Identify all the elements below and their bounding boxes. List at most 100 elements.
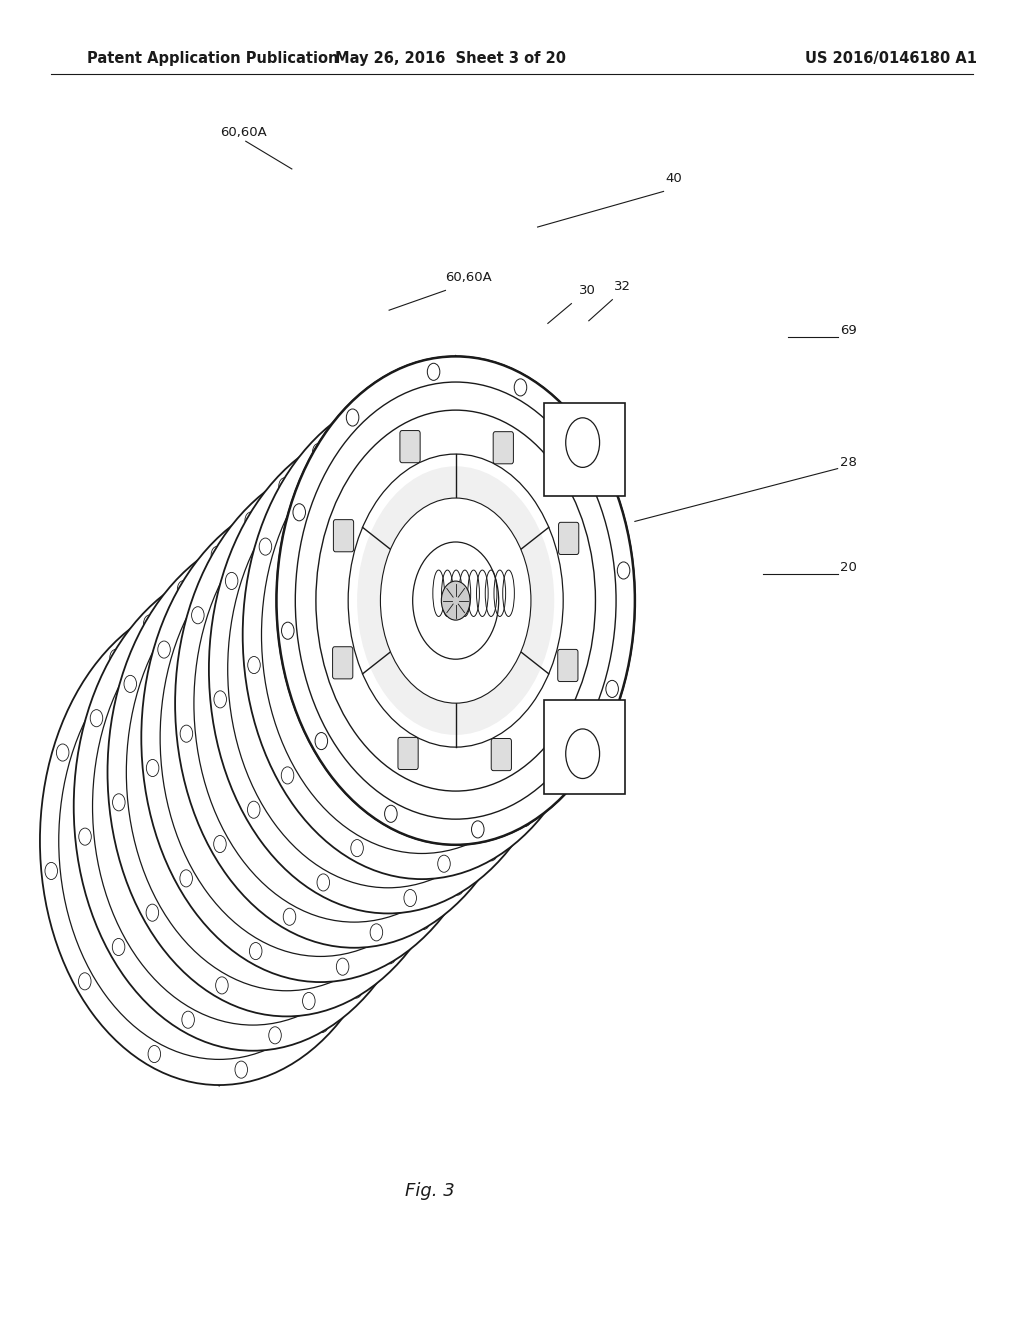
Ellipse shape bbox=[311, 585, 324, 602]
Ellipse shape bbox=[180, 725, 193, 742]
Ellipse shape bbox=[572, 714, 585, 731]
Ellipse shape bbox=[415, 768, 427, 785]
Ellipse shape bbox=[413, 482, 425, 499]
Ellipse shape bbox=[441, 581, 470, 620]
Ellipse shape bbox=[606, 680, 618, 697]
Ellipse shape bbox=[480, 413, 493, 430]
Ellipse shape bbox=[250, 942, 262, 960]
Ellipse shape bbox=[90, 710, 102, 727]
Ellipse shape bbox=[261, 416, 583, 854]
Ellipse shape bbox=[381, 657, 393, 675]
Ellipse shape bbox=[259, 539, 271, 556]
Ellipse shape bbox=[482, 554, 495, 572]
Ellipse shape bbox=[385, 805, 397, 822]
FancyBboxPatch shape bbox=[400, 430, 420, 463]
Ellipse shape bbox=[351, 840, 364, 857]
Ellipse shape bbox=[293, 504, 305, 521]
Ellipse shape bbox=[350, 981, 362, 998]
Ellipse shape bbox=[209, 425, 567, 913]
Ellipse shape bbox=[519, 809, 531, 826]
Ellipse shape bbox=[293, 504, 305, 521]
Ellipse shape bbox=[211, 546, 223, 564]
Ellipse shape bbox=[141, 494, 500, 982]
FancyBboxPatch shape bbox=[558, 523, 579, 554]
Ellipse shape bbox=[427, 363, 440, 380]
Ellipse shape bbox=[471, 821, 484, 838]
Ellipse shape bbox=[124, 676, 136, 693]
Text: 60,60A: 60,60A bbox=[220, 125, 267, 139]
FancyBboxPatch shape bbox=[398, 738, 418, 770]
Ellipse shape bbox=[617, 562, 630, 579]
Ellipse shape bbox=[268, 1027, 282, 1044]
Ellipse shape bbox=[282, 767, 294, 784]
Ellipse shape bbox=[315, 411, 596, 791]
Ellipse shape bbox=[326, 466, 339, 483]
Ellipse shape bbox=[276, 356, 635, 845]
Text: Fig. 3: Fig. 3 bbox=[406, 1181, 455, 1200]
Text: 20: 20 bbox=[840, 561, 856, 574]
Ellipse shape bbox=[143, 615, 156, 632]
Ellipse shape bbox=[345, 550, 357, 568]
Ellipse shape bbox=[415, 623, 427, 640]
FancyBboxPatch shape bbox=[558, 649, 578, 681]
Ellipse shape bbox=[191, 607, 204, 624]
Ellipse shape bbox=[45, 862, 57, 879]
Ellipse shape bbox=[565, 729, 600, 779]
Text: May 26, 2016  Sheet 3 of 20: May 26, 2016 Sheet 3 of 20 bbox=[335, 50, 566, 66]
Ellipse shape bbox=[384, 946, 396, 964]
Ellipse shape bbox=[175, 459, 534, 948]
Ellipse shape bbox=[214, 836, 226, 853]
Ellipse shape bbox=[282, 622, 294, 639]
Ellipse shape bbox=[347, 692, 359, 709]
Ellipse shape bbox=[295, 381, 616, 820]
Ellipse shape bbox=[336, 958, 349, 975]
Ellipse shape bbox=[427, 363, 440, 380]
Ellipse shape bbox=[302, 993, 315, 1010]
Ellipse shape bbox=[278, 619, 290, 636]
Ellipse shape bbox=[148, 1045, 161, 1063]
Ellipse shape bbox=[190, 603, 204, 620]
Ellipse shape bbox=[214, 690, 226, 708]
Ellipse shape bbox=[584, 451, 596, 469]
Polygon shape bbox=[219, 356, 456, 1085]
Ellipse shape bbox=[471, 821, 484, 838]
Ellipse shape bbox=[315, 733, 328, 750]
Ellipse shape bbox=[346, 409, 358, 426]
Ellipse shape bbox=[110, 649, 122, 667]
Ellipse shape bbox=[113, 793, 125, 810]
Ellipse shape bbox=[452, 878, 464, 895]
Ellipse shape bbox=[180, 870, 193, 887]
Ellipse shape bbox=[550, 486, 562, 503]
Ellipse shape bbox=[505, 783, 517, 800]
Ellipse shape bbox=[295, 381, 616, 820]
Ellipse shape bbox=[245, 512, 257, 529]
Ellipse shape bbox=[617, 562, 630, 579]
Ellipse shape bbox=[316, 1015, 329, 1032]
Text: US 2016/0146180 A1: US 2016/0146180 A1 bbox=[805, 50, 977, 66]
Ellipse shape bbox=[393, 397, 407, 414]
Ellipse shape bbox=[177, 581, 189, 598]
Ellipse shape bbox=[182, 1011, 195, 1028]
Ellipse shape bbox=[160, 519, 481, 957]
Ellipse shape bbox=[282, 622, 294, 639]
Ellipse shape bbox=[315, 411, 596, 791]
Ellipse shape bbox=[449, 734, 461, 751]
Ellipse shape bbox=[471, 817, 483, 834]
Text: 60,60A: 60,60A bbox=[445, 271, 493, 284]
Ellipse shape bbox=[584, 597, 596, 614]
FancyBboxPatch shape bbox=[333, 647, 353, 678]
Ellipse shape bbox=[418, 912, 430, 929]
Ellipse shape bbox=[113, 939, 125, 956]
Ellipse shape bbox=[437, 851, 450, 869]
Ellipse shape bbox=[146, 759, 159, 776]
Ellipse shape bbox=[565, 418, 600, 467]
Ellipse shape bbox=[74, 562, 432, 1051]
Ellipse shape bbox=[234, 1061, 248, 1078]
Ellipse shape bbox=[292, 500, 305, 517]
Ellipse shape bbox=[58, 622, 380, 1060]
Ellipse shape bbox=[348, 454, 563, 747]
Ellipse shape bbox=[381, 803, 393, 820]
Ellipse shape bbox=[385, 805, 397, 822]
Ellipse shape bbox=[380, 498, 530, 704]
Ellipse shape bbox=[403, 886, 416, 903]
